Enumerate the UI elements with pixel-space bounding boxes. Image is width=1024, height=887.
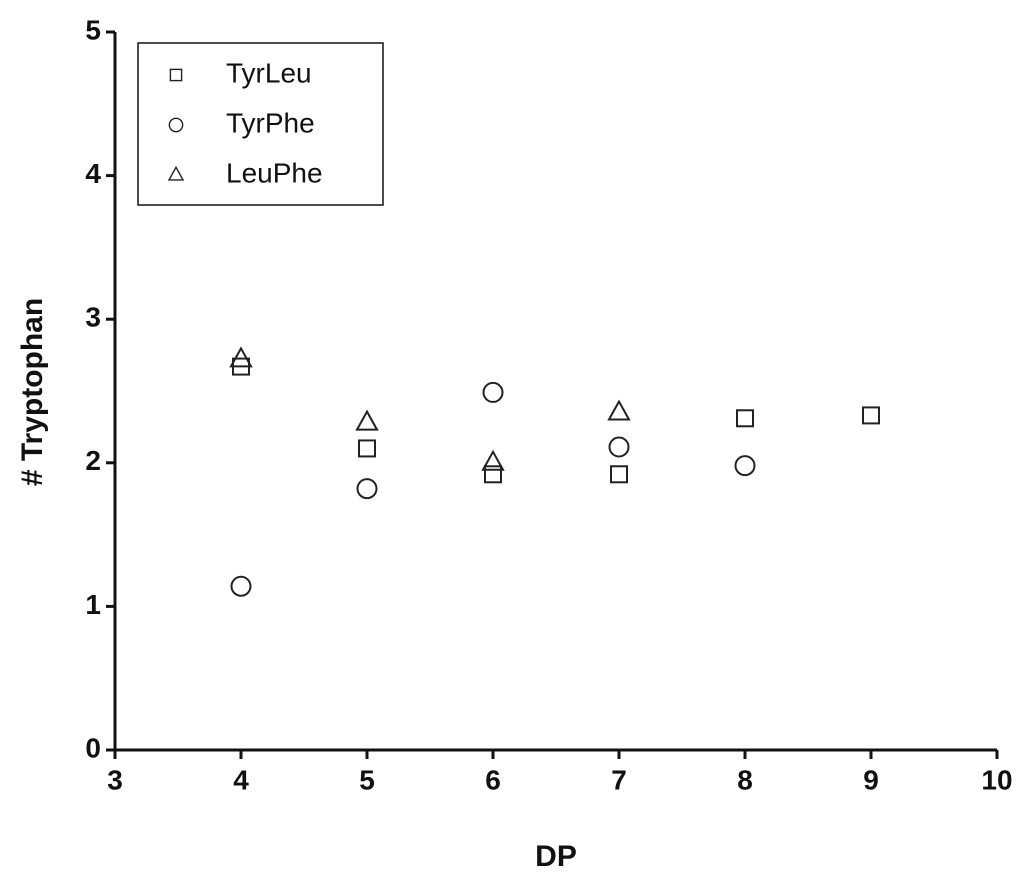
y-tick-label: 1 [85,589,101,620]
square-marker [169,68,183,82]
x-tick-label: 8 [737,764,753,795]
square-marker [610,465,628,484]
x-tick-label: 7 [611,764,627,795]
legend-label: TyrLeu [226,57,312,88]
x-tick-label: 6 [485,764,501,795]
triangle-marker [167,165,185,181]
triangle-marker [355,409,379,431]
y-tick-label: 5 [85,14,101,45]
circle-marker [356,478,378,500]
square-marker [484,465,502,484]
y-axis-title: # Tryptophan [16,298,49,486]
legend-label: TyrPhe [226,107,315,138]
circle-marker [608,436,630,458]
y-tick-label: 0 [85,732,101,763]
circle-marker [230,575,252,597]
circle-marker [482,381,504,403]
triangle-marker [229,346,253,368]
x-tick-label: 9 [863,764,879,795]
legend-label: LeuPhe [226,157,323,188]
y-tick-label: 2 [85,445,101,476]
y-tick-label: 4 [85,158,101,189]
circle-marker [734,455,756,477]
circle-marker [168,117,184,133]
x-axis-title: DP [535,840,577,873]
square-marker [358,439,376,458]
square-marker [862,406,880,425]
x-tick-label: 3 [107,764,123,795]
x-tick-label: 10 [981,764,1012,795]
x-tick-label: 5 [359,764,375,795]
y-tick-label: 3 [85,302,101,333]
x-tick-label: 4 [233,764,249,795]
square-marker [736,409,754,428]
triangle-marker [481,449,505,471]
triangle-marker [607,399,631,421]
